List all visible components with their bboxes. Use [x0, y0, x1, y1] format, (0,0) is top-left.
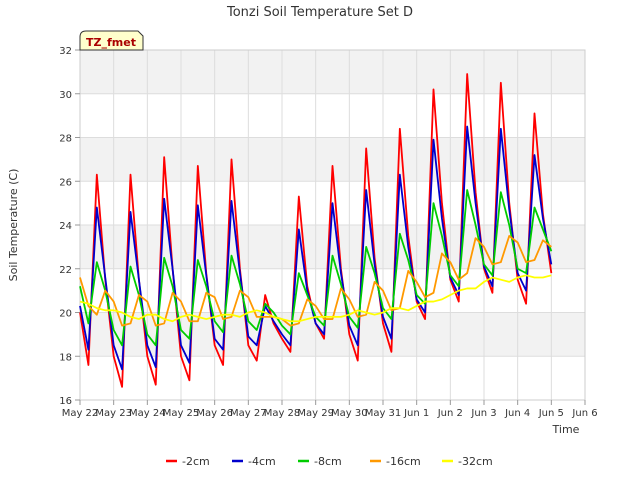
- site-label-box: TZ_fmet: [79, 30, 144, 51]
- x-tick-label: May 28: [264, 408, 301, 419]
- x-tick-label: May 29: [297, 408, 334, 419]
- legend-label: -2cm: [182, 455, 210, 468]
- x-tick-label: Jun 2: [437, 408, 463, 419]
- site-label: TZ_fmet: [86, 36, 136, 49]
- y-axis: 16 18 20 22 24 26 28 30 32: [59, 46, 80, 407]
- plot-band: [80, 50, 585, 94]
- y-tick-label: 22: [59, 265, 72, 276]
- y-tick-label: 20: [59, 309, 72, 320]
- legend-label: -4cm: [248, 455, 276, 468]
- site-label-tag: [79, 30, 144, 51]
- y-tick-label: 30: [59, 90, 72, 101]
- x-tick-label: Jun 6: [571, 408, 597, 419]
- x-tick-label: Jun 3: [470, 408, 496, 419]
- x-tick-label: Jun 4: [504, 408, 530, 419]
- legend: -2cm -4cm -8cm -16cm -32cm: [166, 455, 493, 468]
- x-tick-label: May 25: [163, 408, 200, 419]
- legend-label: -32cm: [458, 455, 493, 468]
- x-tick-label: May 24: [129, 408, 166, 419]
- y-tick-label: 18: [59, 352, 72, 363]
- x-tick-label: May 30: [331, 408, 368, 419]
- y-tick-label: 32: [59, 46, 72, 57]
- x-tick-label: Jun 5: [538, 408, 564, 419]
- series-line-minus-16cm: [79, 235, 552, 327]
- series-line-minus-32cm: [79, 274, 552, 323]
- x-tick-label: May 26: [196, 408, 233, 419]
- y-tick-label: 26: [59, 177, 72, 188]
- x-tick-label: May 27: [230, 408, 267, 419]
- x-tick-label: May 22: [62, 408, 99, 419]
- x-tick-label: Jun 1: [403, 408, 429, 419]
- x-axis-label: Time: [552, 423, 580, 436]
- legend-label: -8cm: [314, 455, 342, 468]
- x-tick-label: May 23: [95, 408, 132, 419]
- legend-label: -16cm: [386, 455, 421, 468]
- y-tick-label: 16: [59, 396, 72, 407]
- series-lines: [79, 73, 553, 388]
- y-axis-label: Soil Temperature (C): [7, 169, 20, 282]
- chart-title: Tonzi Soil Temperature Set D: [226, 5, 413, 20]
- x-tick-label: May 31: [365, 408, 402, 419]
- y-tick-label: 28: [59, 134, 72, 145]
- y-tick-label: 24: [59, 221, 72, 232]
